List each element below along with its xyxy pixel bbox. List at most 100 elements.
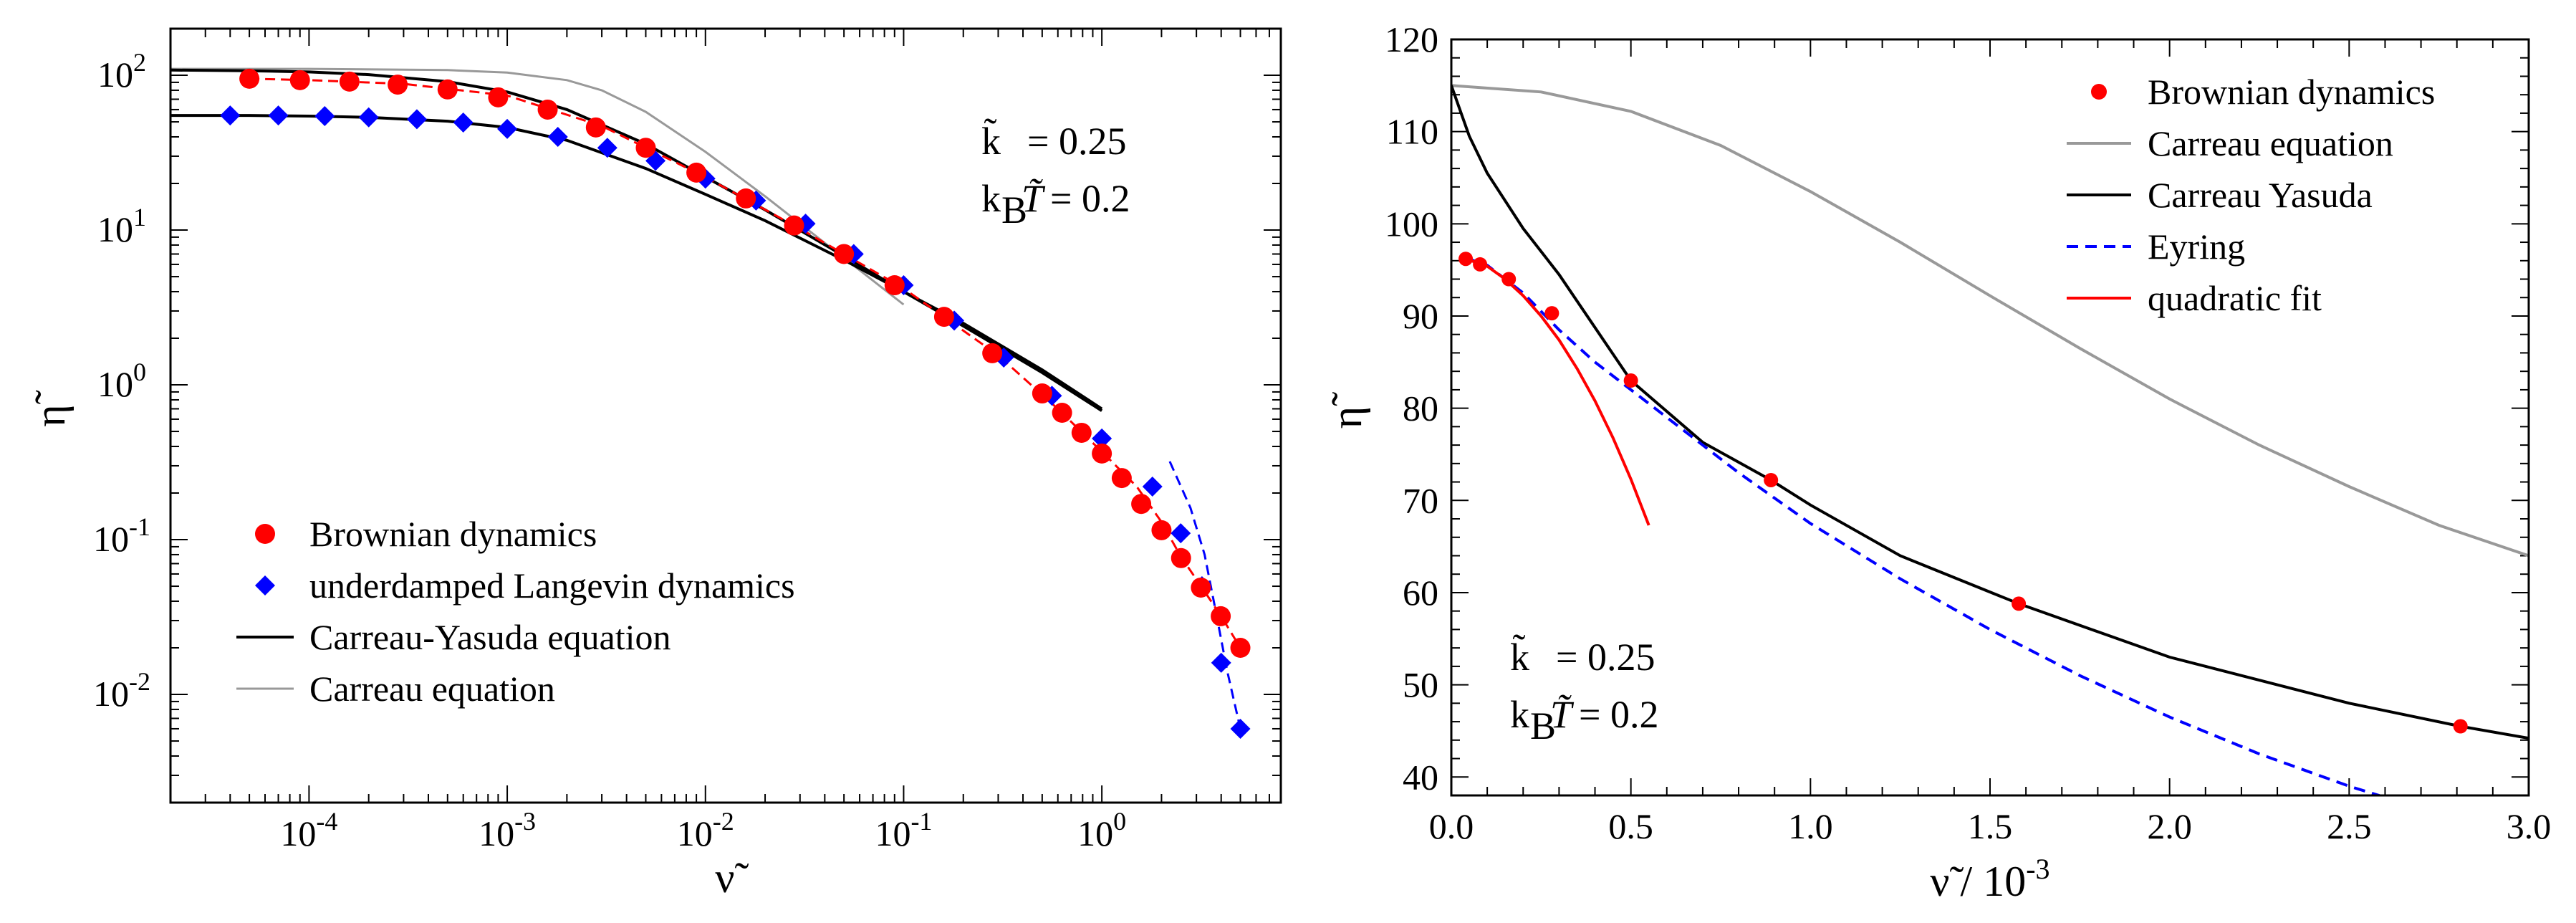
left-brownian-point [339,71,360,92]
left-brownian-point [736,188,756,209]
left-brownian-point [1230,638,1251,658]
left-carreau-yasuda-line-langevin [170,114,1103,411]
left-annotation-kbt-value: = 0.2 [1050,177,1130,220]
right-brownian-point [1764,472,1779,487]
left-brownian-point [1092,443,1112,464]
right-x-tick-label: 0.5 [1608,806,1653,846]
right-annotation-k-value: = 0.25 [1556,636,1655,679]
right-plot-area [1451,84,2529,795]
right-y-tick-label: 60 [1403,573,1438,613]
right-brownian-point [2012,596,2027,611]
right-eyring-dashed-line [1465,257,2384,795]
left-langevin-point [1142,477,1163,497]
left-langevin-point [497,118,518,139]
right-annotation-k-label: k̃ [1510,634,1529,679]
right-x-tick-label: 1.5 [1968,806,2013,846]
left-x-tick-label: 10-3 [479,807,536,853]
left-x-tick-label: 10-4 [280,807,337,853]
left-brownian-point [585,117,606,138]
right-x-tick-label: 3.0 [2507,806,2552,846]
left-brownian-point [1191,577,1211,598]
left-legend-marker-circle [255,524,275,544]
left-langevin-point [314,105,335,126]
right-x-tick-label: 0.0 [1429,806,1474,846]
right-y-axis-label: η̃ [1323,392,1370,429]
left-annotation-kbt-k: k [981,177,1001,220]
right-legend-label: Carreau equation [2148,123,2393,163]
left-x-axis-label: ν̃ [715,854,749,902]
left-brownian-point [388,75,408,95]
left-annotation-kbt-sub: B [1001,188,1027,231]
left-langevin-point [220,105,241,126]
left-y-tick-label: 101 [97,203,146,249]
right-brownian-point [1544,306,1559,321]
left-langevin-point [1171,523,1191,544]
left-brownian-point [1151,520,1172,540]
left-langevin-point [1092,428,1112,449]
right-brownian-point [1473,257,1488,272]
right-brownian-point [2453,719,2468,734]
right-y-tick-label: 110 [1386,112,1438,152]
left-legend-label: underdamped Langevin dynamics [309,565,795,606]
left-langevin-point [406,109,427,130]
left-brownian-point [239,68,260,89]
left-brownian-point [784,215,804,236]
right-chart-linear: 0.0 0.5 1.0 1.5 2.0 2.5 3.0 40 50 60 70 80 90 100 110 1… [1323,19,2551,905]
left-legend-label: Carreau equation [309,669,555,709]
right-annotation-kbt-value: = 0.2 [1579,693,1658,736]
left-legend-label: Brownian dynamics [309,514,597,554]
right-legend: Brownian dynamics Carreau equation Carreau… [2067,72,2435,318]
left-brownian-point [1211,606,1231,626]
right-y-tick-label: 50 [1403,665,1438,705]
right-brownian-point [1623,373,1638,388]
left-brownian-point [1071,422,1092,443]
right-carreau-line [1451,84,2529,558]
left-y-axis-label: η̃ [27,390,74,426]
left-langevin-point [1211,652,1231,673]
right-legend-marker-circle [2091,84,2107,100]
left-annotation-k-label: k̃ [981,118,1001,163]
left-brownian-point [933,307,954,327]
left-brownian-point [1171,547,1191,568]
left-brownian-point [488,87,509,107]
left-brownian-point [635,138,656,158]
left-x-tick-label: 10-2 [677,807,734,853]
left-annotation-k-value: = 0.25 [1027,120,1126,163]
right-y-tick-label: 40 [1403,757,1438,797]
left-y-tick-label: 10-1 [93,512,150,559]
left-y-tick-label: 102 [97,48,146,95]
left-y-tick-label: 10-2 [93,667,150,714]
right-y-tick-label: 100 [1385,204,1438,244]
left-x-tick-label: 10-1 [875,807,932,853]
left-y-tick-label: 100 [97,358,146,404]
right-legend-label: quadratic fit [2148,278,2322,318]
right-y-tick-label: 90 [1403,296,1438,336]
left-brownian-point [834,244,855,264]
left-carreau-yasuda-line-brownian [170,68,1103,412]
left-brownian-point [1052,403,1072,424]
right-y-tick-label: 70 [1403,480,1438,520]
left-brownian-point [982,343,1003,363]
left-brownian-point [1032,383,1052,404]
left-brownian-point [1131,494,1152,515]
right-legend-label: Carreau Yasuda [2148,175,2373,215]
left-langevin-point [453,112,474,133]
left-brownian-point [289,70,310,90]
left-legend-label: Carreau-Yasuda equation [309,617,671,657]
left-legend-marker-diamond [255,575,275,596]
right-legend-label: Eyring [2148,226,2245,267]
left-annotation-kbt-t: T̃ [1022,177,1046,220]
right-brownian-point [1458,252,1474,267]
right-annotation-kbt-sub: B [1530,704,1556,747]
left-langevin-point [268,105,289,126]
left-langevin-point [358,107,379,128]
left-legend: Brownian dynamics underdamped Langevin dy… [236,514,795,709]
left-brownian-point [686,162,707,183]
left-brownian-point [884,275,905,296]
right-x-tick-label: 2.5 [2327,806,2372,846]
left-brownian-dashed-fit [249,77,1241,649]
left-brownian-point [437,79,458,100]
right-x-axis-label: ν̃ / 10-3 [1930,853,2049,905]
left-brownian-point [1111,468,1132,489]
right-annotation-kbt-t: T̃ [1550,693,1575,736]
